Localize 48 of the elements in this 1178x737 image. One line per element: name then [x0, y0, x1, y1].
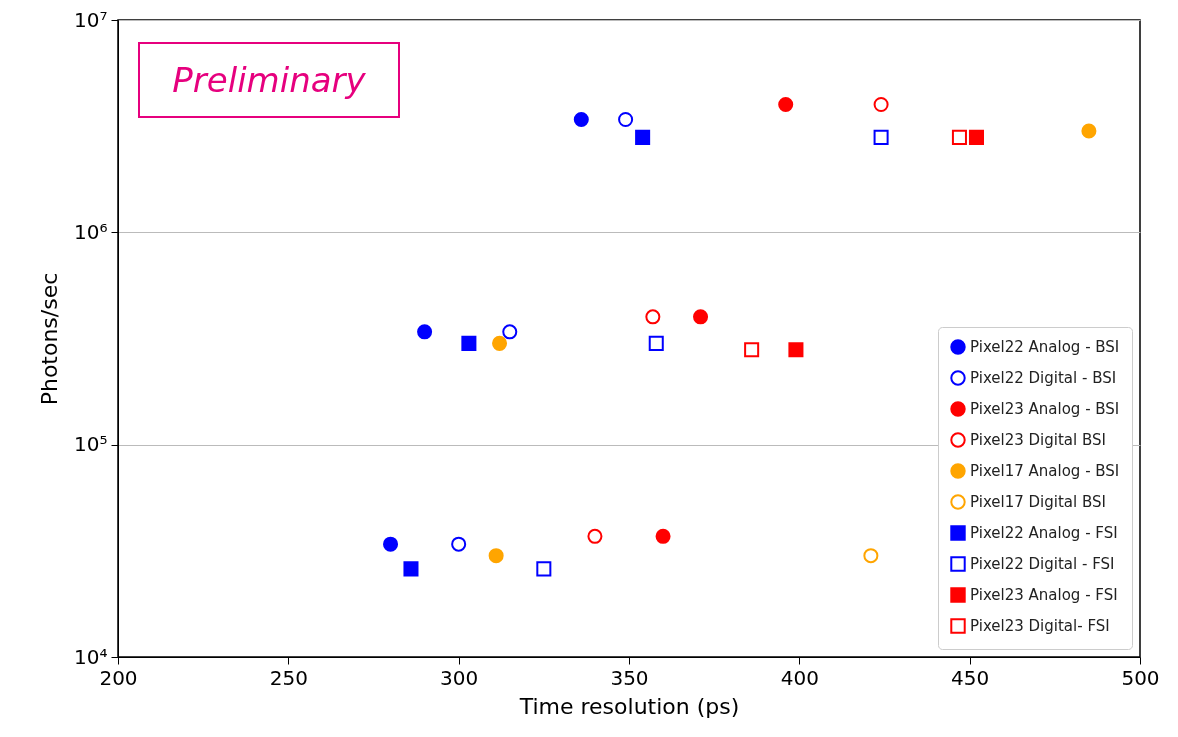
y-axis-title: Photons/sec	[37, 272, 63, 406]
x-tick-label: 250	[269, 665, 308, 690]
legend-label: Pixel23 Analog - FSI	[970, 586, 1118, 604]
point	[502, 324, 518, 340]
x-tick-label: 300	[440, 665, 479, 690]
point	[461, 335, 477, 351]
point	[788, 342, 804, 358]
legend-label: Pixel22 Digital - FSI	[970, 555, 1115, 573]
x-tick-label: 500	[1121, 665, 1160, 690]
point	[951, 129, 967, 145]
point	[492, 335, 508, 351]
legend-label: Pixel23 Digital- FSI	[970, 617, 1110, 635]
y-tick-label: 10⁵	[74, 432, 108, 457]
legend-label: Pixel22 Analog - FSI	[970, 524, 1118, 542]
legend-label: Pixel22 Analog - BSI	[970, 338, 1120, 356]
point	[618, 111, 634, 127]
legend-label: Pixel17 Analog - BSI	[970, 462, 1120, 480]
point	[873, 96, 889, 112]
x-tick-label: 450	[951, 665, 990, 690]
legend-label: Pixel23 Digital BSI	[970, 431, 1106, 449]
point	[968, 129, 984, 145]
point	[693, 309, 709, 325]
point	[536, 561, 552, 577]
point	[383, 536, 399, 552]
point	[587, 528, 603, 544]
y-tick-label: 10⁷	[74, 7, 108, 32]
point	[873, 129, 889, 145]
x-axis-title: Time resolution (ps)	[518, 693, 740, 719]
point	[655, 528, 671, 544]
point	[451, 536, 467, 552]
x-tick-label: 400	[780, 665, 819, 690]
point	[648, 335, 664, 351]
point	[635, 129, 651, 145]
annotation: Preliminary	[138, 42, 400, 118]
legend-label: Pixel17 Digital BSI	[970, 493, 1106, 511]
point	[778, 96, 794, 112]
point	[488, 548, 504, 564]
legend-label: Pixel23 Analog - BSI	[970, 400, 1120, 418]
y-tick-label: 10⁶	[74, 219, 108, 244]
point	[573, 111, 589, 127]
point	[417, 324, 433, 340]
point	[744, 342, 760, 358]
point	[645, 309, 661, 325]
point	[403, 561, 419, 577]
x-tick-label: 350	[610, 665, 649, 690]
point	[863, 548, 879, 564]
legend-label: Pixel22 Digital - BSI	[970, 369, 1117, 387]
point	[1081, 123, 1097, 139]
